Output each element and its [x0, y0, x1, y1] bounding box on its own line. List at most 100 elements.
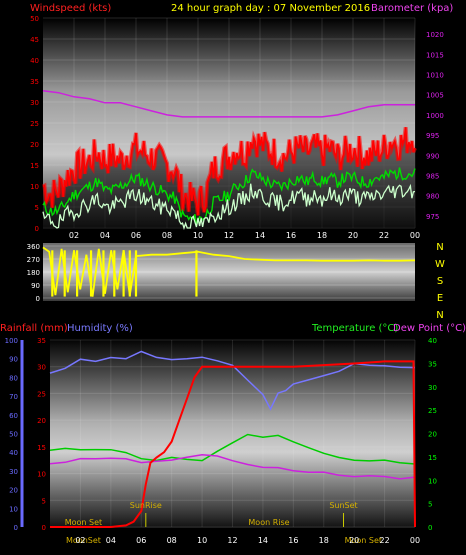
rainfall-line: [50, 360, 416, 528]
windspeed-tick-label: 10: [30, 183, 39, 191]
hour-tick-label: 14: [255, 231, 265, 240]
sun-moon-marker-label: Moon Set: [65, 518, 102, 527]
temperature-tick-label: 0: [428, 524, 432, 532]
barometer-tick-label: 1005: [426, 92, 444, 100]
barometer-tick-label: 995: [426, 132, 439, 140]
temperature-tick-label: 40: [428, 337, 437, 345]
barometer-line: [42, 89, 415, 118]
hour-tick-label: 02: [75, 536, 85, 545]
sun-moon-markers: Moon Set SunRise Moon Rise SunSet MoonSet Moo…: [65, 501, 382, 545]
rainfall-tick-label: 20: [37, 417, 46, 425]
sun-moon-marker-label: MoonSet: [66, 536, 101, 545]
hour-tick-label: 08: [162, 231, 172, 240]
hour-tick-label: 22: [379, 231, 389, 240]
temperature-tick-label: 35: [428, 360, 437, 368]
humidity-line: [49, 350, 416, 411]
hour-tick-label: 10: [197, 536, 207, 545]
barometer-tick-labels: 975 980 985 990 995 1000 1005 1010 1015 1020: [426, 31, 444, 221]
hour-tick-label: 16: [286, 231, 296, 240]
dewpoint-line: [49, 453, 416, 480]
direction-series: [42, 246, 416, 297]
rainfall-tick-label: 25: [37, 390, 46, 398]
humidity-tick-label: 100: [5, 337, 18, 345]
humidity-tick-label: 10: [9, 505, 18, 513]
humidity-tick-label: 20: [9, 487, 18, 495]
sun-moon-marker-label: SunRise: [130, 501, 162, 510]
direction-tick-label: 0: [36, 295, 40, 303]
dewpoint-axis-title: Dew Point (°C): [393, 323, 466, 334]
rainfall-tick-label: 0: [42, 524, 46, 532]
barometer-tick-label: 1000: [426, 112, 444, 120]
wind-series: [42, 89, 417, 231]
humidity-tick-label: 90: [9, 356, 18, 364]
rainfall-tick-label: 5: [42, 497, 46, 505]
windspeed-tick-label: 20: [30, 141, 39, 149]
humidity-tick-label: 80: [9, 374, 18, 382]
sun-moon-marker-label: Moon Rise: [248, 518, 289, 527]
direction-tick-label: 270: [27, 256, 40, 264]
humidity-tick-label: 0: [14, 524, 18, 532]
cardinal-label: E: [437, 293, 443, 304]
temperature-tick-label: 15: [428, 454, 437, 462]
humidity-tick-label: 50: [9, 431, 18, 439]
windspeed-tick-label: 25: [30, 120, 39, 128]
cardinal-label: S: [437, 276, 443, 287]
rainfall-tick-label: 30: [37, 364, 46, 372]
direction-tick-label: 360: [27, 243, 40, 251]
humidity-tick-label: 70: [9, 393, 18, 401]
barometer-tick-label: 975: [426, 213, 439, 221]
sun-moon-marker-label: SunSet: [329, 501, 357, 510]
temperature-tick-label: 20: [428, 431, 437, 439]
barometer-tick-label: 1010: [426, 72, 444, 80]
chart-title: 24 hour graph day : 07 November 2016: [171, 3, 370, 14]
hour-tick-label: 20: [348, 231, 358, 240]
hour-tick-label: 14: [258, 536, 268, 545]
temperature-axis-title: Temperature (°C): [311, 323, 398, 334]
hour-tick-label: 16: [288, 536, 298, 545]
humidity-axis-title: Humidity (%): [67, 323, 133, 334]
direction-tick-labels: 0 90 180 270 360: [27, 243, 40, 303]
windspeed-tick-label: 0: [35, 225, 39, 233]
hour-tick-label: 06: [131, 231, 141, 240]
hour-tick-label: 10: [193, 231, 203, 240]
humidity-tick-labels: 0 10 20 30 40 50 60 70 80 90 100: [5, 337, 24, 532]
temperature-tick-labels: 0 5 10 15 20 25 30 35 40: [428, 337, 437, 532]
rain-humidity-temp-series: [49, 350, 416, 528]
windspeed-tick-label: 15: [30, 162, 39, 170]
hour-tick-labels: 02 04 06 08 10 12 14 16 18 20 22 00: [69, 231, 420, 240]
windspeed-tick-label: 45: [30, 36, 39, 44]
windspeed-tick-label: 50: [30, 15, 39, 23]
hour-tick-label: 20: [349, 536, 359, 545]
cardinal-label: N: [436, 242, 443, 253]
cardinal-label: N: [436, 310, 443, 321]
direction-panel-grid: [43, 245, 415, 299]
hour-tick-label: 12: [227, 536, 237, 545]
temperature-line: [49, 433, 416, 465]
hour-tick-label: 08: [167, 536, 177, 545]
rainfall-tick-label: 10: [37, 471, 46, 479]
wind-speed-line: [42, 183, 416, 231]
windspeed-tick-label: 5: [35, 204, 39, 212]
rain-panel-grid: [50, 339, 416, 528]
rainfall-axis-title: Rainfall (mm): [0, 323, 68, 334]
windspeed-tick-label: 40: [30, 57, 39, 65]
hour-tick-label: 22: [379, 536, 389, 545]
barometer-tick-label: 990: [426, 152, 439, 160]
temperature-tick-label: 25: [428, 407, 437, 415]
hour-tick-label: 00: [410, 536, 420, 545]
hour-tick-label: 00: [410, 231, 420, 240]
hour-tick-label: 02: [69, 231, 79, 240]
barometer-tick-label: 1020: [426, 31, 444, 39]
humidity-tick-label: 60: [9, 412, 18, 420]
barometer-tick-label: 1015: [426, 51, 444, 59]
hour-tick-label: 06: [136, 536, 146, 545]
rainfall-tick-label: 15: [37, 444, 46, 452]
rainfall-tick-label: 35: [37, 337, 46, 345]
windspeed-tick-label: 30: [30, 99, 39, 107]
humidity-tick-label: 40: [9, 449, 18, 457]
windspeed-tick-labels: 0 5 10 15 20 25 30 35 40 45 50: [30, 15, 39, 233]
hour-tick-label: 18: [317, 231, 327, 240]
hour-tick-label: 04: [106, 536, 116, 545]
